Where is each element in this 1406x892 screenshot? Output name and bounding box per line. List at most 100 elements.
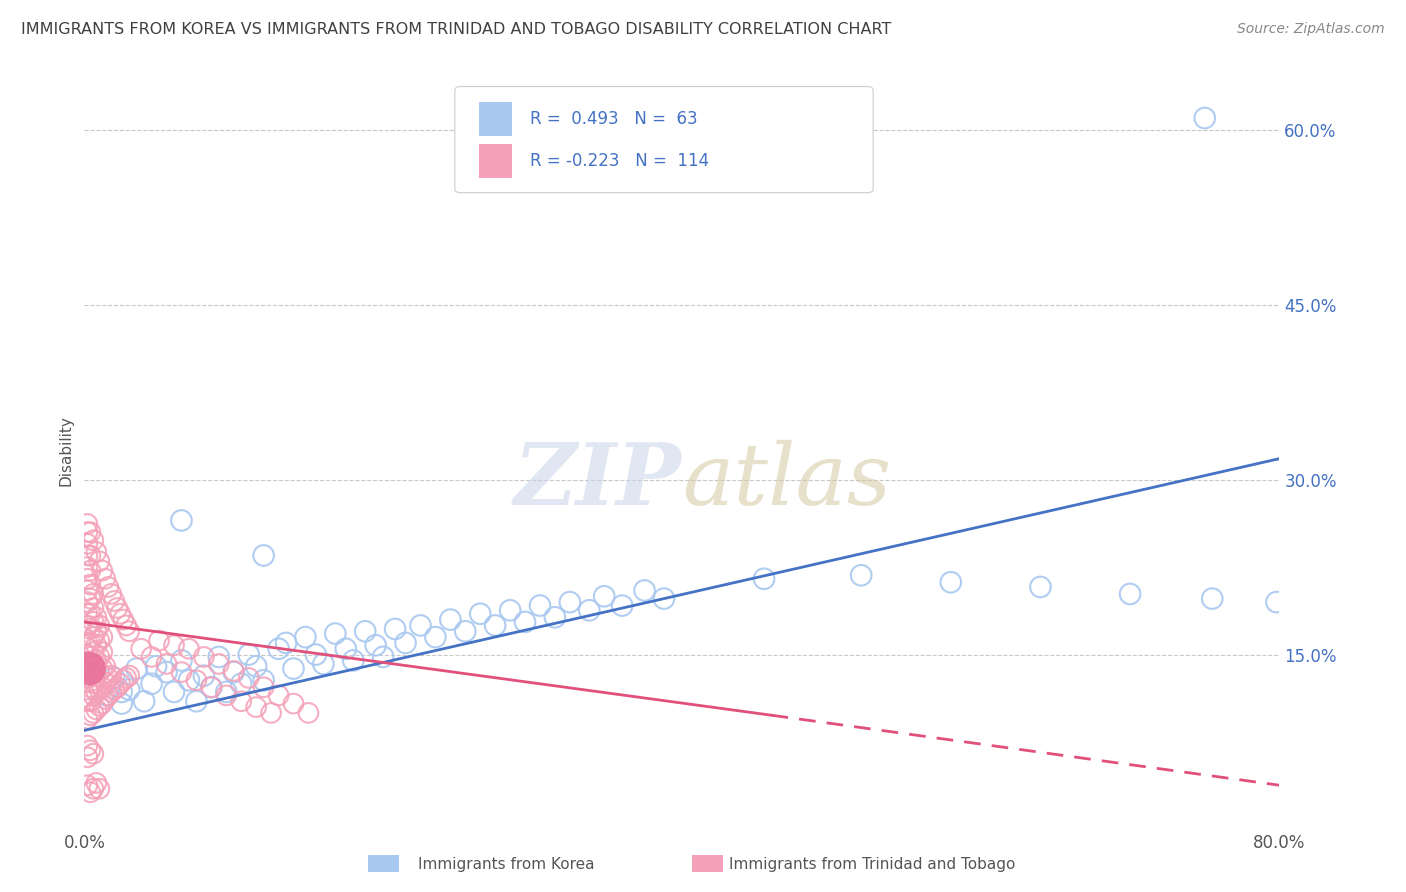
Point <box>163 638 186 652</box>
Text: Immigrants from Trinidad and Tobago: Immigrants from Trinidad and Tobago <box>728 857 1015 871</box>
Point <box>91 645 114 659</box>
Point <box>145 659 167 673</box>
Point <box>238 671 260 685</box>
Point <box>384 622 406 636</box>
Point <box>89 665 111 679</box>
Point <box>129 641 152 656</box>
Point <box>231 694 253 708</box>
Point <box>96 689 118 703</box>
Point <box>82 706 104 720</box>
Point <box>312 657 335 671</box>
Point <box>325 626 347 640</box>
Point <box>470 607 492 621</box>
Point <box>1029 580 1052 594</box>
Point <box>110 677 132 691</box>
Point <box>97 671 120 685</box>
Point <box>1119 587 1142 601</box>
Point <box>148 633 170 648</box>
Point <box>100 668 122 682</box>
Point <box>294 630 316 644</box>
Point <box>283 662 305 676</box>
Point <box>94 659 117 673</box>
Text: Immigrants from Korea: Immigrants from Korea <box>418 857 595 871</box>
Point <box>79 622 101 636</box>
Point <box>79 564 101 578</box>
Point <box>335 641 357 656</box>
Point <box>76 636 98 650</box>
Point <box>76 671 98 685</box>
Point <box>484 618 506 632</box>
Point <box>499 603 522 617</box>
Point <box>245 700 267 714</box>
Point <box>111 685 134 699</box>
Point <box>253 673 276 688</box>
Point <box>76 537 98 551</box>
Point <box>82 659 104 673</box>
Point <box>354 624 377 639</box>
Point <box>110 607 132 621</box>
Bar <box>479 144 512 178</box>
Point <box>297 706 319 720</box>
Point <box>578 603 600 617</box>
Point <box>76 712 98 726</box>
Point <box>79 577 101 591</box>
Point <box>100 587 122 601</box>
Point <box>91 697 114 711</box>
Point <box>103 671 125 685</box>
Point <box>132 694 156 708</box>
Point <box>79 708 101 723</box>
Text: R = -0.223   N =  114: R = -0.223 N = 114 <box>530 152 709 169</box>
Point <box>245 659 267 673</box>
Point <box>177 641 200 656</box>
Point <box>115 671 138 685</box>
Point <box>111 697 134 711</box>
Point <box>425 630 447 644</box>
Point <box>612 599 634 613</box>
Point <box>193 668 215 682</box>
Point <box>260 706 283 720</box>
Point <box>79 649 101 664</box>
Point <box>118 624 141 639</box>
Point <box>79 607 101 621</box>
Point <box>76 572 98 586</box>
Point <box>267 641 290 656</box>
Point <box>82 747 104 761</box>
Point <box>76 778 98 792</box>
Point <box>253 549 276 563</box>
Point <box>89 633 111 648</box>
Point <box>208 649 231 664</box>
Point <box>76 739 98 753</box>
Point <box>193 649 215 664</box>
Point <box>103 594 125 608</box>
Point <box>79 591 101 606</box>
Point <box>76 595 98 609</box>
Point <box>222 665 245 679</box>
Point <box>141 649 163 664</box>
Point <box>305 648 328 662</box>
Point <box>82 673 104 688</box>
Text: IMMIGRANTS FROM KOREA VS IMMIGRANTS FROM TRINIDAD AND TOBAGO DISABILITY CORRELAT: IMMIGRANTS FROM KOREA VS IMMIGRANTS FROM… <box>21 22 891 37</box>
Point <box>76 516 98 531</box>
Point <box>274 636 297 650</box>
Point <box>89 554 111 568</box>
Point <box>86 668 108 682</box>
Point <box>79 549 101 563</box>
Point <box>163 685 186 699</box>
Point <box>342 653 364 667</box>
Point <box>86 624 108 639</box>
Point <box>86 653 108 667</box>
Point <box>544 610 567 624</box>
Point <box>112 613 135 627</box>
Bar <box>479 102 512 136</box>
Point <box>94 692 117 706</box>
FancyBboxPatch shape <box>456 87 873 193</box>
Point <box>79 785 101 799</box>
Point <box>200 680 222 694</box>
Point <box>94 675 117 690</box>
Point <box>79 636 101 650</box>
Point <box>364 638 387 652</box>
Point <box>79 680 101 694</box>
Point <box>82 689 104 703</box>
Point <box>89 781 111 796</box>
Point <box>200 680 222 694</box>
